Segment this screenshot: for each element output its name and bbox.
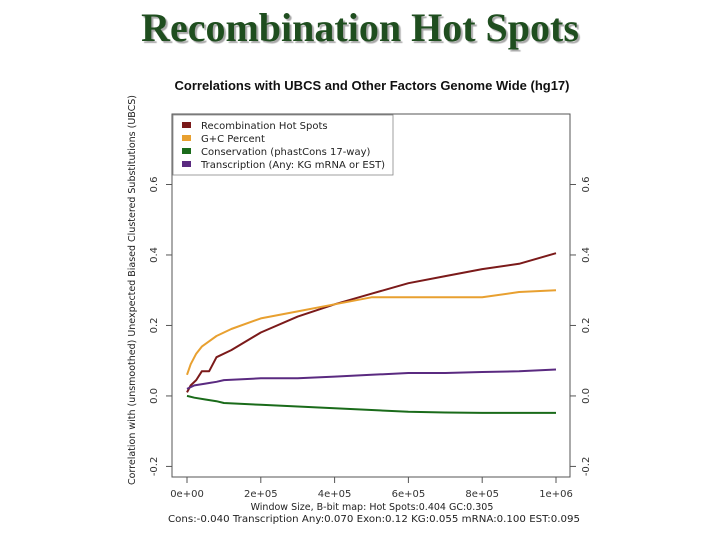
y-tick-label-right-3: 0.4 bbox=[581, 247, 592, 263]
series-line-2 bbox=[186, 289, 557, 376]
legend-label-1: Recombination Hot Spots bbox=[201, 121, 328, 132]
x-tick-label-2: 4e+05 bbox=[318, 489, 352, 500]
y-tick-label-left-0: -0.2 bbox=[149, 457, 160, 477]
legend: Recombination Hot Spots G+C Percent Cons… bbox=[172, 114, 394, 176]
x-tick-label-0: 0e+00 bbox=[170, 489, 204, 500]
chart-title: Correlations with UBCS and Other Factors… bbox=[175, 78, 570, 93]
legend-label-3: Conservation (phastCons 17-way) bbox=[201, 147, 371, 158]
y-tick-label-right-0: -0.2 bbox=[581, 457, 592, 477]
x-tick-label-5: 1e+06 bbox=[539, 489, 573, 500]
y-axis-label: Correlation with (unsmoothed) Unexpected… bbox=[127, 95, 138, 485]
y-tick-label-left-4: 0.6 bbox=[149, 177, 160, 193]
y-tick-label-left-1: 0.0 bbox=[149, 388, 160, 404]
y-tick-label-left-2: 0.2 bbox=[149, 318, 160, 334]
x-tick-label-1: 2e+05 bbox=[244, 489, 278, 500]
y-tick-label-right-2: 0.2 bbox=[581, 318, 592, 334]
x-tick-label-3: 6e+05 bbox=[392, 489, 426, 500]
x-axis-label-line-2: Cons:-0.040 Transcription Any:0.070 Exon… bbox=[168, 514, 580, 525]
y-tick-label-right-4: 0.6 bbox=[581, 177, 592, 193]
y-tick-label-left-3: 0.4 bbox=[149, 247, 160, 263]
axes-group: 0e+00 2e+05 4e+05 6e+05 8e+05 1e+06 -0.2 -0.2 0.… bbox=[149, 177, 592, 500]
legend-swatch-4 bbox=[182, 161, 191, 167]
series-line-3 bbox=[186, 394, 556, 414]
series-line-1 bbox=[186, 252, 557, 393]
legend-swatch-1 bbox=[182, 122, 191, 128]
series-lines bbox=[186, 252, 557, 414]
y-tick-label-right-1: 0.0 bbox=[581, 388, 592, 404]
legend-label-2: G+C Percent bbox=[201, 134, 265, 145]
series-line-4 bbox=[186, 368, 557, 390]
x-tick-label-4: 8e+05 bbox=[465, 489, 499, 500]
legend-swatch-2 bbox=[182, 135, 191, 141]
slide-title: Recombination Hot Spots bbox=[141, 5, 579, 50]
plot-frame bbox=[171, 113, 571, 478]
legend-box bbox=[172, 114, 394, 176]
x-axis-label-line-1: Window Size, B-bit map: Hot Spots:0.404 … bbox=[251, 502, 494, 513]
legend-label-4: Transcription (Any: KG mRNA or EST) bbox=[200, 160, 385, 171]
legend-swatch-3 bbox=[182, 148, 191, 154]
